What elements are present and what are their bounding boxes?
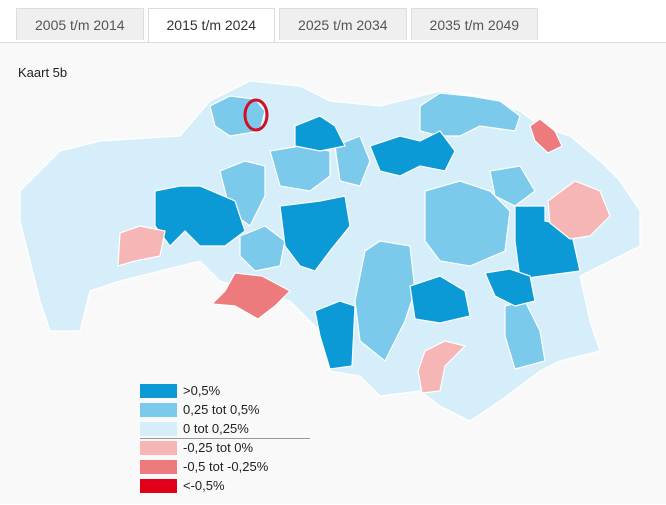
legend-swatch: [140, 383, 177, 398]
tab[interactable]: 2015 t/m 2024: [147, 8, 276, 43]
region: [279, 195, 351, 272]
tab[interactable]: 2035 t/m 2049: [410, 8, 539, 40]
legend-item: <-0,5%: [140, 476, 268, 495]
region: [484, 268, 536, 307]
region: [409, 275, 471, 324]
region: [424, 180, 511, 267]
legend-label: 0 tot 0,25%: [183, 421, 249, 436]
region: [489, 165, 536, 207]
legend-item: 0 tot 0,25%: [140, 419, 268, 438]
region: [117, 225, 166, 267]
region: [419, 92, 521, 137]
region: [547, 180, 611, 240]
legend-label: -0,25 tot 0%: [183, 440, 254, 455]
region: [369, 130, 456, 177]
region: [529, 118, 563, 154]
highlight-circle: [243, 98, 269, 132]
region: [514, 205, 581, 280]
map-title: Kaart 5b: [18, 65, 68, 80]
legend-separator: [140, 438, 310, 439]
legend-item: 0,25 tot 0,5%: [140, 400, 268, 419]
legend-label: -0,5 tot -0,25%: [183, 459, 269, 474]
map: [19, 80, 641, 422]
legend-item: -0,5 tot -0,25%: [140, 457, 268, 476]
region: [154, 185, 246, 247]
legend-label: 0,25 tot 0,5%: [183, 402, 260, 417]
legend-label: <-0,5%: [183, 478, 225, 493]
region: [314, 300, 356, 370]
legend-swatch: [140, 421, 177, 436]
legend-item: >0,5%: [140, 381, 268, 400]
region: [210, 272, 291, 320]
region: [294, 115, 346, 152]
region: [239, 225, 286, 272]
legend: >0,5% 0,25 tot 0,5% 0 tot 0,25% -0,25 tot 0…: [140, 381, 268, 495]
legend-swatch: [140, 459, 177, 474]
tab[interactable]: 2005 t/m 2014: [16, 8, 144, 40]
region: [417, 340, 467, 394]
legend-label: >0,5%: [183, 383, 221, 398]
legend-swatch: [140, 478, 177, 493]
region: [354, 240, 416, 362]
legend-swatch: [140, 402, 177, 417]
region: [209, 95, 266, 137]
tab-bar: 2005 t/m 2014 2015 t/m 2024 2025 t/m 2034 2…: [16, 8, 542, 43]
legend-item: -0,25 tot 0%: [140, 438, 268, 457]
tab[interactable]: 2025 t/m 2034: [279, 8, 407, 40]
legend-swatch: [140, 440, 177, 455]
map-panel: Kaart 5b >0,5% 0,25 tot 0,5% 0 tot 0,25% -0…: [0, 42, 666, 504]
region: [334, 135, 371, 187]
